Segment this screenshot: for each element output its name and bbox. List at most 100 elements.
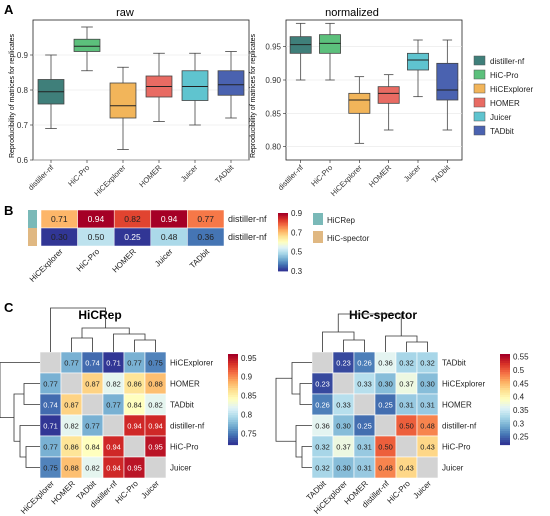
cell-label: 0.32 (420, 359, 435, 368)
cell-label: 0.37 (336, 443, 351, 452)
cell-label: 0.33 (336, 401, 351, 410)
boxplot-raw-ylabel: Reproducibility of matrices for replicat… (9, 33, 16, 158)
colorbar-tick-label: 0.55 (513, 353, 529, 362)
cell-label: 0.82 (148, 401, 163, 410)
dendrogram-top (50, 307, 107, 352)
box (181, 70, 209, 101)
column-label: HiC-Pro (113, 479, 140, 506)
cell-label: 0.77 (127, 359, 142, 368)
legend-label: distiller-nf (490, 57, 525, 66)
column-label: HiCExplorer (28, 247, 65, 284)
colorbar-segment (500, 356, 510, 359)
colorbar-segment (228, 442, 238, 446)
row-label: HiC-Pro (442, 443, 471, 452)
cell-label: 0.31 (420, 401, 435, 410)
cell-label: 0.86 (127, 380, 142, 389)
colorbar-segment (228, 428, 238, 432)
colorbar-segment (278, 269, 288, 272)
x-tick-label: HOMER (367, 163, 394, 190)
legend-label: TADbit (490, 127, 515, 136)
cell-label: 0.48 (420, 422, 435, 431)
heat-cell (416, 456, 439, 479)
colorbar-segment (278, 218, 288, 221)
row-label: HOMER (442, 401, 472, 410)
colorbar-tick-label: 0.75 (241, 429, 257, 438)
colorbar-segment (278, 244, 288, 247)
colorbar-segment (228, 406, 238, 409)
box (73, 38, 101, 52)
colorbar-segment (228, 372, 238, 375)
colorbar-segment (500, 383, 510, 387)
colorbar-segment (500, 363, 510, 366)
colorbar-segment (500, 365, 510, 369)
annotation-legend-swatch (313, 213, 323, 225)
cell-label: 0.30 (336, 464, 351, 473)
cell-label: 0.74 (43, 401, 58, 410)
colorbar-segment (278, 230, 288, 233)
colorbar-segment (278, 228, 288, 231)
colorbar-segment (228, 408, 238, 412)
colorbar-segment (228, 397, 238, 400)
colorbar-tick-label: 0.5 (291, 248, 303, 257)
y-tick-label: 0.95 (265, 43, 281, 52)
x-tick-label: TADbit (213, 162, 236, 185)
colorbar-segment (228, 367, 238, 371)
cell-label: 0.77 (197, 214, 214, 224)
cell-label: 0.82 (106, 380, 121, 389)
cell-label: 0.87 (64, 401, 79, 410)
dendrogram-left (295, 425, 312, 458)
cell-label: 0.84 (127, 401, 142, 410)
colorbar-segment (500, 392, 510, 396)
cell-label: 0.88 (148, 380, 163, 389)
cell-label: 0.87 (85, 380, 100, 389)
colorbar-segment (278, 265, 288, 268)
column-label: HiCExplorer (19, 479, 56, 516)
row-label: HOMER (170, 380, 200, 389)
dendrogram-left (291, 362, 312, 395)
cell-label: 0.77 (85, 422, 100, 431)
cell-label: 0.43 (399, 464, 414, 473)
colorbar-tick-label: 0.8 (241, 410, 253, 419)
legend-label: HiCExplorer (490, 85, 533, 94)
cell-label: 0.48 (161, 232, 178, 242)
cell-label: 0.32 (399, 359, 414, 368)
x-tick-label: HiCExplorer (329, 163, 364, 198)
colorbar-segment (500, 378, 510, 382)
colorbar-segment (500, 428, 510, 432)
colorbar-segment (500, 410, 510, 414)
colorbar-segment (228, 388, 238, 391)
cell-label: 0.26 (357, 359, 372, 368)
colorbar-tick-label: 0.5 (513, 366, 525, 375)
cell-label: 0.43 (420, 443, 435, 452)
cell-label: 0.31 (399, 401, 414, 410)
colorbar-segment (278, 226, 288, 228)
x-tick-label: HiC-Pro (309, 163, 334, 188)
colorbar-segment (228, 365, 238, 369)
row-annotation (28, 228, 37, 246)
colorbar-segment (500, 358, 510, 362)
heatmap-b: 0.71 0.94 0.82 0.94 0.77 distiller-nf0.30 0.50… (28, 209, 370, 284)
colorbar-tick-label: 0.9 (241, 373, 253, 382)
x-tick-label: HiCExplorer (92, 163, 127, 198)
legend-swatch (473, 55, 486, 66)
colorbar-segment (500, 401, 510, 405)
y-tick-label: 0.80 (265, 143, 281, 152)
dendrogram-top (343, 339, 365, 352)
colorbar-segment (228, 410, 238, 414)
annotation-legend-label: HiCRep (327, 216, 356, 225)
colorbar-segment (500, 433, 510, 437)
cell-label: 0.94 (106, 443, 121, 452)
colorbar-segment (278, 250, 288, 253)
cell-label: 0.95 (127, 464, 142, 473)
colorbar-segment (228, 435, 238, 439)
dendrogram-left (19, 425, 40, 458)
colorbar-tick-label: 0.25 (513, 433, 529, 442)
colorbar-segment (500, 369, 510, 373)
panel-label-c: C (4, 300, 14, 315)
y-tick-label: 0.7 (17, 121, 29, 130)
colorbar-segment (500, 440, 510, 443)
colorbar-tick-label: 0.3 (513, 419, 525, 428)
colorbar-tick-label: 0.95 (241, 354, 257, 363)
colorbar-segment (228, 381, 238, 384)
colorbar-segment (278, 242, 288, 244)
